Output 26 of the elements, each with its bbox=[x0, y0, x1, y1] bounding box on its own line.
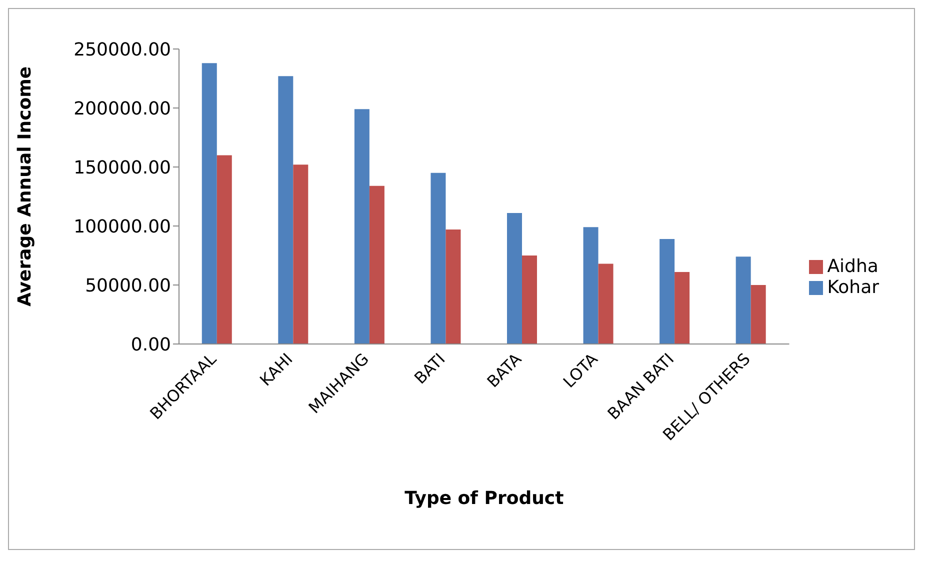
bar bbox=[674, 272, 690, 344]
bar bbox=[430, 172, 446, 344]
y-tick-label: 0.00 bbox=[130, 334, 171, 356]
bar bbox=[750, 285, 766, 344]
bar bbox=[293, 164, 308, 344]
legend-label: Kohar bbox=[827, 276, 879, 298]
legend-label: Aidha bbox=[827, 256, 878, 276]
bar bbox=[598, 264, 614, 344]
bar bbox=[369, 186, 384, 344]
bar bbox=[736, 256, 751, 344]
bar bbox=[507, 213, 522, 344]
y-tick-label: 150000.00 bbox=[74, 157, 171, 178]
y-tick-label: 250000.00 bbox=[74, 39, 171, 60]
y-tick-label: 100000.00 bbox=[74, 216, 171, 238]
bar bbox=[202, 63, 217, 344]
bar bbox=[446, 230, 461, 344]
bar bbox=[216, 155, 232, 344]
bar bbox=[522, 256, 537, 344]
y-axis-title: Average Annual Income bbox=[14, 66, 36, 306]
y-tick-label: 50000.00 bbox=[85, 275, 171, 296]
bar bbox=[278, 76, 294, 344]
y-tick-label: 200000.00 bbox=[74, 98, 171, 120]
bar bbox=[354, 109, 370, 344]
bar bbox=[660, 238, 675, 344]
bar bbox=[583, 227, 598, 344]
x-axis-title: Type of Product bbox=[404, 488, 564, 509]
